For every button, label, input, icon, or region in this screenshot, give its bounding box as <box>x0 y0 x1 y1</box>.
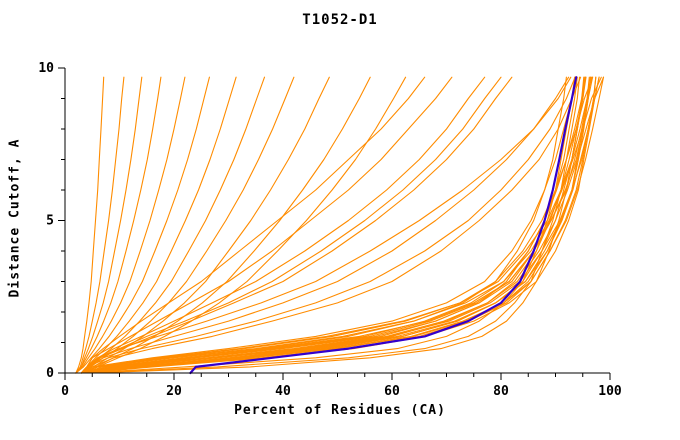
model-curve <box>80 76 582 374</box>
model-curve <box>75 76 125 374</box>
model-curve <box>86 76 605 374</box>
model-curve <box>80 76 371 374</box>
y-tick-label: 5 <box>46 214 54 229</box>
model-curve <box>75 76 143 374</box>
model-curve <box>80 76 576 374</box>
model-curve <box>80 76 426 374</box>
model-curve <box>80 76 407 374</box>
model-curve <box>91 76 586 374</box>
model-curve <box>86 76 605 374</box>
model-curve <box>86 76 581 374</box>
x-tick-label: 0 <box>61 384 69 399</box>
model-curve <box>75 76 186 374</box>
model-curve <box>80 76 593 374</box>
model-curve <box>75 76 210 374</box>
model-curve <box>80 76 266 374</box>
model-curve <box>86 76 600 374</box>
x-axis-label: Percent of Residues (CA) <box>234 403 446 418</box>
x-tick-label: 20 <box>166 384 182 399</box>
model-curve <box>86 76 578 374</box>
model-curve <box>80 76 577 374</box>
model-curve <box>80 76 572 374</box>
model-curve <box>75 76 162 374</box>
x-tick-label: 100 <box>598 384 622 399</box>
model-curve <box>86 76 591 374</box>
model-curve <box>86 76 591 374</box>
model-curve <box>80 76 453 374</box>
model-curve <box>75 76 105 374</box>
model-curve <box>80 76 570 374</box>
x-tick-label: 40 <box>275 384 291 399</box>
model-curve <box>86 76 585 374</box>
model-curve <box>80 76 502 374</box>
model-curve <box>80 76 590 374</box>
model-curve <box>80 76 576 374</box>
model-curve <box>86 76 600 374</box>
model-curve <box>80 76 594 374</box>
model-curve <box>80 76 237 374</box>
y-tick-label: 0 <box>46 366 54 381</box>
x-tick-label: 60 <box>384 384 400 399</box>
y-tick-label: 10 <box>38 61 54 76</box>
chart-title: T1052-D1 <box>302 12 378 28</box>
model-curve <box>80 76 295 374</box>
highlight-curve <box>189 76 578 375</box>
model-curve <box>80 76 330 374</box>
x-tick-label: 80 <box>493 384 509 399</box>
